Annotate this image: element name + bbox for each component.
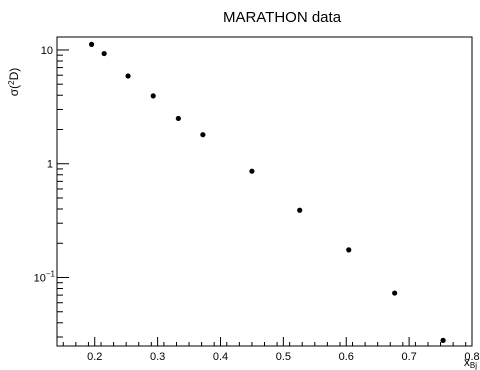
data-points — [88, 41, 446, 344]
data-point — [125, 73, 131, 79]
data-point — [392, 290, 398, 296]
y-tick-label: 10−1 — [34, 270, 56, 285]
y-axis: 10 1 10−1 — [34, 45, 69, 338]
x-tick-label: 0.6 — [339, 351, 354, 363]
chart-title: MARATHON data — [223, 9, 342, 26]
y-tick-label: 10 — [41, 45, 53, 57]
x-tick-label: 0.8 — [464, 351, 479, 363]
plot-frame — [56, 36, 473, 347]
x-tick-label: 0.4 — [213, 351, 228, 363]
data-point — [175, 115, 181, 122]
data-point — [297, 207, 303, 213]
x-tick-label: 0.7 — [401, 351, 416, 363]
y-tick-label: 1 — [47, 159, 53, 171]
data-point — [150, 93, 156, 99]
data-point — [200, 132, 206, 138]
data-point — [101, 50, 107, 57]
data-point — [346, 247, 352, 253]
x-tick-label: 0.2 — [87, 351, 102, 363]
y-axis-label: σ(2D) — [7, 68, 21, 97]
x-tick-label: 0.3 — [150, 351, 165, 363]
data-point — [249, 168, 255, 174]
x-tick-label: 0.5 — [276, 351, 291, 363]
data-point — [88, 41, 95, 47]
x-axis: 0.2 0.3 0.4 0.5 0.6 0.7 0.8 — [62, 337, 480, 363]
data-point — [440, 337, 446, 344]
